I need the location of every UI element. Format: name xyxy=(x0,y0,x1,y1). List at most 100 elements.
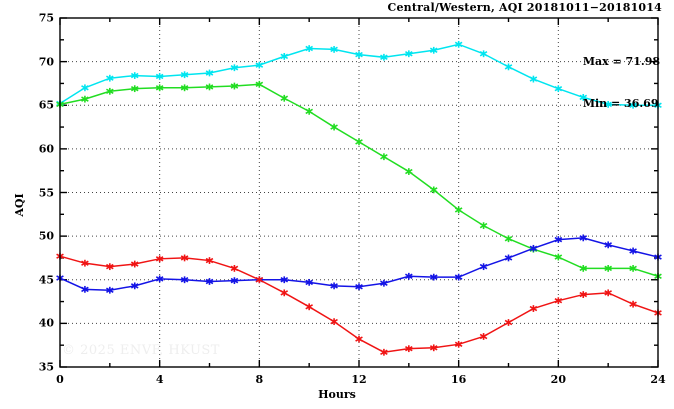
series-blue-marker xyxy=(205,278,214,285)
series-cyan-marker xyxy=(280,52,289,60)
series-cyan-marker xyxy=(155,73,164,80)
x-tick-label: 16 xyxy=(451,373,467,386)
series-cyan-marker xyxy=(629,101,637,109)
y-tick-label: 60 xyxy=(38,142,54,156)
series-red-marker xyxy=(230,265,239,272)
series-cyan-marker xyxy=(355,51,363,59)
series-blue-marker xyxy=(355,283,363,291)
series-red-marker xyxy=(180,254,189,262)
series-green-marker xyxy=(629,265,637,272)
series-red-marker xyxy=(130,260,139,268)
series-red-marker xyxy=(380,348,388,356)
series-blue-marker xyxy=(604,241,612,249)
y-tick-label: 65 xyxy=(38,98,54,112)
series-blue-marker xyxy=(180,276,189,284)
series-cyan-marker xyxy=(205,69,214,77)
series-blue-marker xyxy=(230,277,239,285)
x-axis-label: Hours xyxy=(318,388,356,401)
data-series-layer xyxy=(56,40,662,356)
series-red-marker xyxy=(529,305,538,312)
series-cyan-marker xyxy=(81,84,89,92)
max-value-label: Max = 71.98 xyxy=(582,55,660,68)
x-tick-label: 20 xyxy=(550,373,566,386)
series-blue-marker xyxy=(280,276,289,284)
series-cyan-marker xyxy=(106,74,114,82)
series-cyan-marker xyxy=(230,64,239,72)
series-red-marker xyxy=(554,297,563,305)
series-red-marker xyxy=(106,263,114,271)
series-cyan-marker xyxy=(255,61,264,69)
plot-frame-border xyxy=(59,17,659,368)
series-red-marker xyxy=(330,318,338,326)
x-tick-label: 24 xyxy=(650,373,666,386)
series-blue-marker xyxy=(305,278,313,286)
series-green-marker xyxy=(380,153,388,161)
series-green-marker xyxy=(604,265,612,272)
series-blue-marker xyxy=(380,279,388,287)
series-cyan-marker xyxy=(554,85,563,93)
y-tick-label: 40 xyxy=(38,316,54,330)
series-cyan-marker xyxy=(130,72,139,79)
series-green-marker xyxy=(355,138,363,146)
series-green-marker xyxy=(579,265,588,272)
series-cyan-marker xyxy=(579,93,588,101)
series-cyan-marker xyxy=(604,100,612,108)
series-green-marker xyxy=(305,107,313,115)
series-green-marker xyxy=(554,253,563,261)
min-value-label: Min = 36.69 xyxy=(582,97,659,110)
series-green-marker xyxy=(454,206,463,214)
series-blue-marker xyxy=(155,275,164,283)
series-green-marker xyxy=(429,186,438,194)
series-green-marker xyxy=(155,84,164,92)
series-green-marker xyxy=(130,85,139,93)
y-tick-label: 55 xyxy=(38,186,54,199)
series-red xyxy=(56,252,662,356)
series-blue-marker xyxy=(504,254,513,262)
series-green-marker xyxy=(479,222,488,230)
series-red-marker xyxy=(155,255,164,263)
series-blue-marker xyxy=(579,234,588,242)
series-cyan-marker xyxy=(180,71,189,79)
series-green-marker xyxy=(280,94,289,102)
series-blue-marker xyxy=(405,272,413,280)
series-green-marker xyxy=(255,80,264,88)
series-blue-marker xyxy=(479,263,488,271)
x-tick-label: 4 xyxy=(155,373,164,386)
chart-title: Central/Western, AQI 20181011−20181014 xyxy=(387,1,662,14)
y-tick-label: 75 xyxy=(38,11,54,25)
series-green-marker xyxy=(330,123,338,131)
series-blue-marker xyxy=(106,286,114,294)
series-green-line xyxy=(59,83,659,277)
series-red-marker xyxy=(205,257,214,264)
series-blue-marker xyxy=(81,285,89,293)
x-tick-label: 0 xyxy=(56,373,64,386)
y-tick-label: 50 xyxy=(38,229,54,243)
series-blue-marker xyxy=(454,273,463,281)
series-green-marker xyxy=(180,84,189,92)
y-tick-label: 70 xyxy=(38,55,54,69)
series-cyan-marker xyxy=(405,50,413,58)
y-tick-label: 45 xyxy=(38,273,54,287)
series-blue-marker xyxy=(429,273,438,281)
series-cyan-marker xyxy=(454,40,463,48)
series-red-marker xyxy=(429,344,438,352)
series-cyan-marker xyxy=(504,63,513,71)
series-cyan-marker xyxy=(380,53,388,61)
series-blue-marker xyxy=(330,282,338,290)
series-cyan-marker xyxy=(305,45,313,52)
series-red-marker xyxy=(604,289,612,297)
series-cyan-marker xyxy=(529,75,538,83)
y-tick-label: 35 xyxy=(38,360,54,374)
series-red-marker xyxy=(255,276,264,284)
series-green-marker xyxy=(106,87,114,95)
series-green-marker xyxy=(205,83,214,91)
grid-lines xyxy=(60,18,658,367)
series-cyan-marker xyxy=(479,50,488,58)
series-red-marker xyxy=(579,291,588,298)
series-red-marker xyxy=(355,335,363,343)
series-red-marker xyxy=(305,303,313,311)
series-cyan xyxy=(56,40,662,109)
series-green-marker xyxy=(504,235,513,243)
